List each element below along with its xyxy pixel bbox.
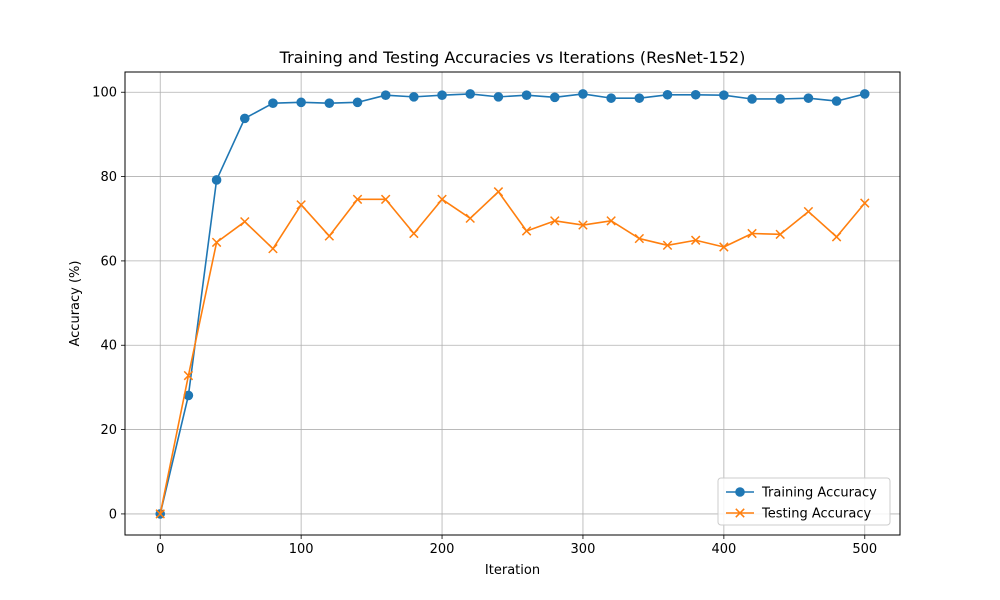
training-accuracy-point [211, 175, 222, 185]
training-accuracy-point [606, 93, 616, 103]
testing-accuracy-point [380, 194, 391, 205]
x-tick-label: 0 [156, 542, 164, 557]
x-tick-label: 500 [852, 542, 877, 557]
y-axis-label: Accuracy (%) [68, 261, 83, 347]
x-tick-label: 100 [289, 542, 314, 557]
legend-label: Training Accuracy [761, 486, 877, 501]
training-accuracy-point [352, 97, 363, 108]
testing-accuracy-point [211, 237, 222, 248]
legend-label: Testing Accuracy [761, 507, 871, 522]
testing-accuracy-point [352, 194, 363, 205]
testing-accuracy-point [831, 232, 842, 242]
training-accuracy-point [549, 92, 560, 103]
testing-accuracy-point [409, 228, 419, 239]
testing-accuracy-point [747, 228, 757, 239]
y-tick-label: 20 [100, 423, 117, 438]
series-layer [155, 89, 870, 519]
y-tick-label: 80 [100, 170, 117, 185]
testing-accuracy-point [606, 216, 616, 226]
testing-accuracy-point [550, 216, 560, 226]
x-axis-label: Iteration [485, 563, 540, 578]
training-accuracy-point [380, 90, 391, 100]
training-accuracy-point [521, 90, 532, 100]
series-testing-accuracy [155, 187, 870, 519]
training-accuracy-line [159, 93, 865, 515]
legend: Training Accuracy Testing Accuracy [717, 477, 891, 526]
testing-accuracy-point [240, 216, 250, 227]
testing-accuracy-point [183, 370, 194, 381]
training-accuracy-point [719, 90, 729, 100]
testing-accuracy-point [268, 243, 278, 254]
training-accuracy-point [239, 113, 250, 124]
testing-accuracy-point [775, 229, 785, 240]
testing-accuracy-point [155, 509, 165, 519]
series-training-accuracy [155, 89, 870, 519]
x-tick-label: 300 [571, 542, 596, 557]
training-accuracy-point [437, 90, 447, 100]
testing-accuracy-point [634, 233, 645, 244]
x-tick-label: 400 [711, 542, 736, 557]
testing-accuracy-point [719, 242, 729, 252]
legend-swatch-marker [735, 508, 745, 518]
training-accuracy-point [662, 89, 673, 100]
legend-item-testing-accuracy: Testing Accuracy [726, 507, 871, 522]
y-tick-label: 100 [92, 86, 117, 101]
testing-accuracy-point [437, 194, 447, 205]
training-accuracy-point [831, 96, 842, 106]
testing-accuracy-point [690, 235, 701, 245]
grid [125, 72, 900, 535]
legend-item-training-accuracy: Training Accuracy [726, 486, 877, 501]
testing-accuracy-point [324, 231, 335, 241]
axis-ticks: 0 100 200 300 400 500 0 20 40 60 80 100 [92, 86, 877, 557]
testing-accuracy-line [159, 190, 866, 515]
training-accuracy-point [493, 92, 504, 102]
legend-swatch-marker [735, 487, 745, 497]
chart-title: Training and Testing Accuracies vs Itera… [279, 48, 746, 67]
plot-frame [124, 71, 901, 536]
training-accuracy-point [803, 93, 814, 103]
testing-accuracy-point [493, 187, 504, 197]
training-accuracy-point [324, 98, 335, 109]
testing-accuracy-point [860, 198, 870, 208]
testing-accuracy-point [578, 220, 588, 230]
training-accuracy-point [296, 97, 306, 108]
testing-accuracy-point [465, 213, 475, 224]
training-accuracy-point [747, 94, 757, 104]
testing-accuracy-point [803, 206, 814, 217]
legend-box [717, 477, 891, 526]
x-tick-label: 200 [430, 542, 455, 557]
testing-accuracy-point [662, 240, 673, 251]
training-accuracy-point [578, 89, 588, 99]
training-accuracy-point [268, 98, 278, 109]
training-accuracy-point [634, 93, 645, 103]
training-accuracy-point [409, 92, 419, 102]
training-accuracy-point [859, 89, 870, 99]
testing-accuracy-point [296, 200, 306, 210]
training-accuracy-point [690, 89, 701, 100]
y-tick-label: 0 [109, 507, 117, 522]
training-accuracy-point [775, 94, 786, 104]
training-accuracy-point [465, 89, 476, 99]
y-tick-label: 60 [100, 254, 117, 269]
testing-accuracy-point [521, 226, 532, 236]
y-tick-label: 40 [100, 339, 117, 354]
